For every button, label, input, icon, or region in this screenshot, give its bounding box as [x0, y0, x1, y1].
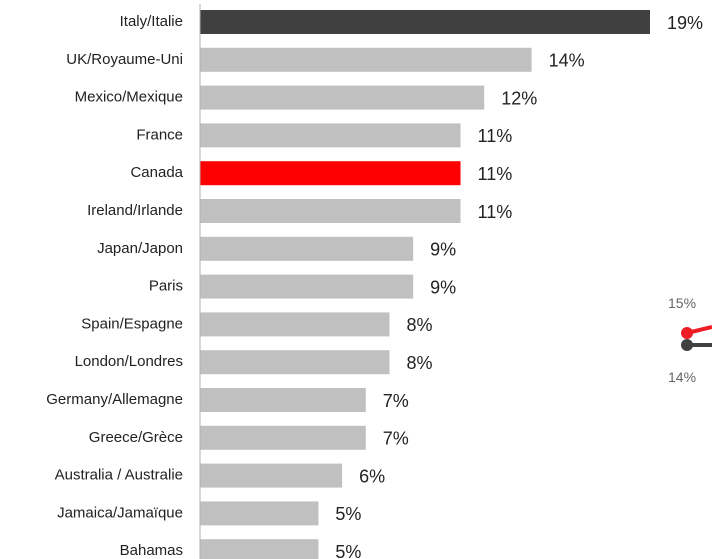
side-legend-upper-value: 15% [668, 295, 696, 311]
value-label-canada: 11% [478, 164, 513, 184]
side-legend-lower-marker [681, 339, 693, 351]
value-label-uk-royaume-uni: 14% [549, 51, 585, 71]
bar-paris [200, 274, 414, 299]
bar-jamaica-jama-que [200, 501, 319, 526]
value-label-italy-italie: 19% [667, 13, 703, 33]
value-label-france: 11% [478, 126, 513, 146]
category-label-bahamas: Bahamas [120, 542, 183, 559]
bars-layer: Italy/Italie 19% UK/Royaume-Uni 14% Mexico/M… [46, 10, 703, 559]
value-label-paris: 9% [430, 277, 456, 297]
category-label-jamaica-jama-que: Jamaica/Jamaïque [57, 504, 183, 521]
bar-mexico-mexique [200, 85, 485, 110]
side-legend: 15% 14% [668, 295, 712, 385]
value-label-ireland-irlande: 11% [478, 202, 513, 222]
category-label-greece-gr-ce: Greece/Grèce [89, 429, 183, 446]
bar-bahamas [200, 539, 319, 559]
category-label-uk-royaume-uni: UK/Royaume-Uni [66, 51, 183, 68]
category-label-mexico-mexique: Mexico/Mexique [75, 89, 183, 106]
value-label-australia-australie: 6% [359, 466, 385, 486]
category-label-canada: Canada [130, 164, 183, 181]
value-label-spain-espagne: 8% [406, 315, 432, 335]
side-legend-lower-value: 14% [668, 369, 696, 385]
value-label-bahamas: 5% [335, 542, 361, 559]
category-label-london-londres: London/Londres [75, 353, 183, 370]
category-label-france: France [136, 126, 183, 143]
bar-france [200, 123, 461, 148]
category-label-italy-italie: Italy/Italie [120, 13, 183, 30]
bar-london-londres [200, 350, 390, 375]
category-label-spain-espagne: Spain/Espagne [81, 315, 183, 332]
value-label-jamaica-jama-que: 5% [335, 504, 361, 524]
bar-uk-royaume-uni [200, 47, 532, 72]
value-label-germany-allemagne: 7% [383, 391, 409, 411]
bar-spain-espagne [200, 312, 390, 337]
value-label-mexico-mexique: 12% [501, 88, 537, 108]
bar-japan-japon [200, 236, 414, 261]
category-label-australia-australie: Australia / Australie [55, 467, 183, 484]
bar-canada [200, 161, 461, 186]
bar-australia-australie [200, 463, 343, 488]
value-label-london-londres: 8% [406, 353, 432, 373]
category-label-germany-allemagne: Germany/Allemagne [46, 391, 183, 408]
value-label-japan-japon: 9% [430, 240, 456, 260]
value-label-greece-gr-ce: 7% [383, 429, 409, 449]
category-label-paris: Paris [149, 278, 183, 295]
side-legend-upper-marker [681, 327, 693, 339]
bar-italy-italie [200, 10, 650, 34]
category-label-japan-japon: Japan/Japon [97, 240, 183, 257]
bar-ireland-irlande [200, 199, 461, 223]
category-label-ireland-irlande: Ireland/Irlande [87, 202, 183, 219]
bar-greece-gr-ce [200, 425, 366, 450]
bar-germany-allemagne [200, 388, 366, 412]
